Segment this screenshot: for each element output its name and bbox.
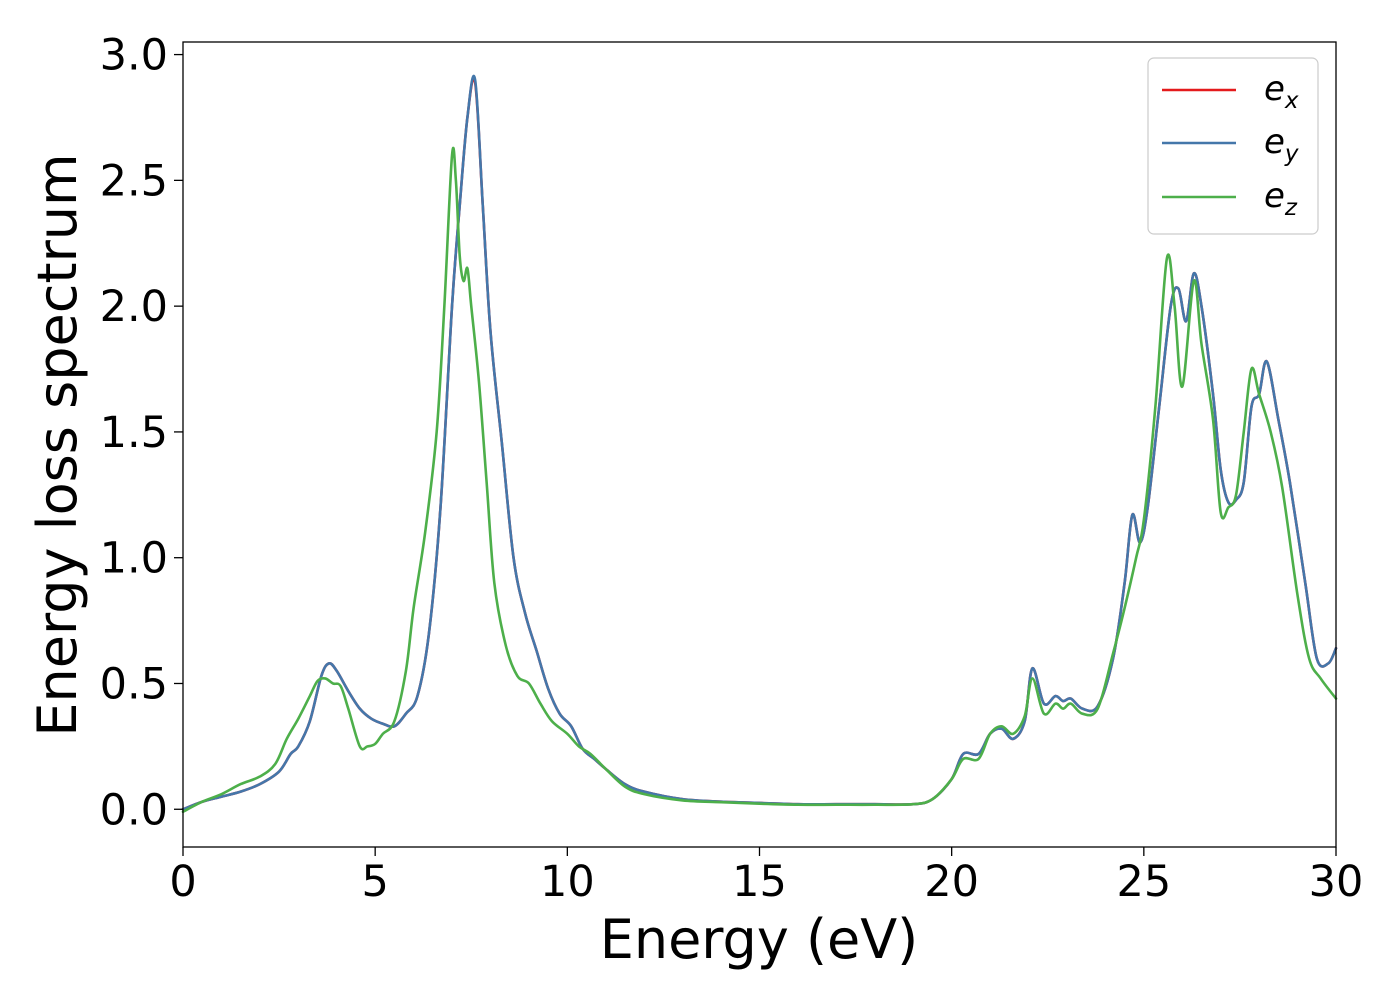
- x-tick-label: 0: [169, 857, 196, 907]
- x-tick-label: 25: [1116, 857, 1171, 907]
- y-tick-label: 2.5: [100, 156, 168, 206]
- legend-label-x: ex: [1264, 69, 1299, 114]
- legend-label-y: ey: [1264, 122, 1299, 167]
- legend-label-base: e: [1264, 69, 1285, 109]
- plot-area: [181, 41, 1338, 848]
- y-axis: 0.0 0.5 1.0 1.5 2.0 2.5 3.0: [100, 31, 183, 835]
- legend-box: [1147, 57, 1319, 235]
- y-tick-label: 1.0: [100, 534, 168, 584]
- x-axis: 0 5 10 15 20 25 30: [169, 847, 1363, 907]
- series-layer: [181, 74, 1338, 814]
- x-tick-label: 10: [540, 857, 595, 907]
- x-axis-title: Energy (eV): [600, 908, 919, 971]
- legend-label-z: ez: [1264, 176, 1298, 221]
- x-tick-label: 20: [924, 857, 979, 907]
- y-tick-label: 1.5: [100, 408, 168, 458]
- legend-label-subscript: z: [1284, 195, 1298, 221]
- y-axis-title: Energy loss spectrum: [26, 153, 89, 736]
- series-line-z: [181, 146, 1338, 814]
- y-tick-label: 0.5: [100, 659, 168, 709]
- legend-label-base: e: [1264, 122, 1285, 162]
- y-tick-label: 3.0: [100, 31, 168, 81]
- legend-label-base: e: [1264, 176, 1285, 216]
- y-tick-label: 0.0: [100, 785, 168, 835]
- y-tick-label: 2.0: [100, 282, 168, 332]
- legend-label-subscript: x: [1284, 88, 1299, 114]
- x-tick-label: 15: [732, 857, 787, 907]
- x-tick-label: 30: [1309, 857, 1364, 907]
- x-tick-label: 5: [361, 857, 388, 907]
- legend-label-subscript: y: [1284, 141, 1299, 167]
